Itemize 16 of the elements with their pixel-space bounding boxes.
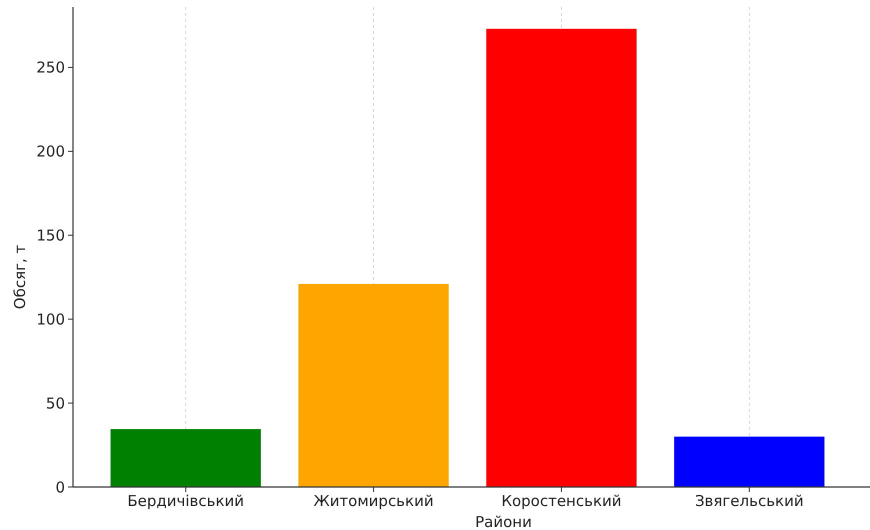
- x-tick-label: Бердичівський: [127, 492, 244, 510]
- y-tick-label: 0: [55, 478, 65, 496]
- bar: [486, 28, 637, 487]
- x-axis-title: Райони: [475, 513, 532, 530]
- y-tick-label: 200: [36, 142, 65, 161]
- bar: [298, 284, 449, 487]
- x-tick-label: Коростенський: [501, 492, 622, 510]
- y-axis-title: Обсяг, т: [11, 244, 29, 310]
- y-tick-label: 250: [36, 58, 65, 77]
- x-tick-label: Житомирський: [314, 492, 434, 510]
- y-tick-label: 50: [46, 394, 65, 412]
- y-tick-label: 100: [36, 310, 65, 328]
- y-tick-label: 150: [36, 226, 65, 244]
- bar: [110, 429, 261, 487]
- x-tick-label: Звягельський: [694, 492, 804, 510]
- bar: [674, 436, 824, 487]
